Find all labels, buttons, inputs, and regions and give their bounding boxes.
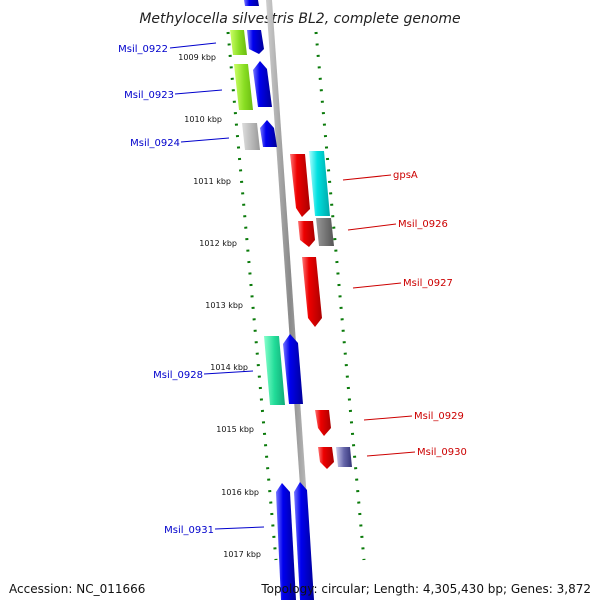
accession-label: Accession: NC_011666 (9, 582, 146, 596)
kbp-tick-label: 1012 kbp (199, 239, 237, 248)
right-ruler (314, 31, 366, 561)
gene-label-group[interactable]: Msil_0929 (363, 411, 464, 422)
kbp-tick-label: 1013 kbp (205, 301, 243, 310)
gene-arrow-Msil_0923[interactable] (234, 64, 253, 110)
gene-arrow-Msil_0923-partner[interactable] (253, 61, 272, 107)
gene-label-group[interactable]: Msil_0922 (118, 42, 217, 55)
gene-label-Msil_0928[interactable]: Msil_0928 (153, 370, 203, 381)
gene-arrow-Msil_0924-partner[interactable] (260, 120, 277, 147)
gene-label-gpsA[interactable]: gpsA (393, 170, 418, 181)
gene-label-Msil_0927[interactable]: Msil_0927 (403, 278, 453, 289)
gene-label-Msil_0930[interactable]: Msil_0930 (417, 447, 467, 458)
gene-label-group[interactable]: Msil_0931 (164, 525, 265, 536)
kbp-tick-label: 1009 kbp (178, 53, 216, 62)
kbp-tick-label: 1016 kbp (221, 488, 259, 497)
gene-label-group[interactable]: Msil_0927 (352, 278, 453, 289)
left-ruler (226, 31, 278, 561)
genome-summary: Topology: circular; Length: 4,305,430 bp… (261, 582, 591, 596)
genome-backbone (266, 0, 314, 600)
kbp-tick-label: 1015 kbp (216, 425, 254, 434)
gene-arrow-Msil_0931-partner[interactable] (294, 482, 314, 600)
kbp-tick-label: 1011 kbp (193, 177, 231, 186)
gene-label-group[interactable]: Msil_0930 (366, 447, 467, 458)
gene-label-Msil_0931[interactable]: Msil_0931 (164, 525, 214, 536)
gene-arrow-Msil_0928-partner[interactable] (283, 334, 303, 404)
gene-arrow-Msil_0931[interactable] (276, 483, 296, 600)
gene-arrow-Msil_0929[interactable] (315, 410, 331, 436)
kbp-tick-label: 1014 kbp (210, 363, 248, 372)
gene-label-Msil_0923[interactable]: Msil_0923 (124, 90, 174, 101)
gene-label-group[interactable]: Msil_0928 (153, 370, 254, 381)
gene-label-Msil_0924[interactable]: Msil_0924 (130, 138, 180, 149)
gene-arrow-Msil_0930[interactable] (318, 447, 334, 469)
gene-label-Msil_0926[interactable]: Msil_0926 (398, 219, 448, 230)
gene-arrow-Msil_0922-partner[interactable] (247, 30, 264, 54)
gene-arrow-top-partial (244, 0, 259, 6)
gene-arrow-Msil_0927[interactable] (302, 257, 322, 327)
gene-label-group[interactable]: Msil_0923 (124, 89, 223, 101)
gene-arrow-Msil_0924[interactable] (242, 123, 260, 150)
gene-arrow-Msil_0926-partner[interactable] (316, 218, 334, 246)
gene-label-Msil_0929[interactable]: Msil_0929 (414, 411, 464, 422)
gene-arrow-Msil_0926[interactable] (298, 221, 315, 247)
kbp-tick-label: 1010 kbp (184, 115, 222, 124)
gene-arrow-Msil_0922[interactable] (230, 30, 247, 55)
kbp-tick-label: 1017 kbp (223, 550, 261, 559)
gene-label-Msil_0922[interactable]: Msil_0922 (118, 44, 168, 55)
gene-arrow-Msil_0930-partner[interactable] (336, 447, 352, 467)
gene-label-group[interactable]: Msil_0926 (347, 219, 448, 231)
gene-label-group[interactable]: gpsA (342, 170, 418, 181)
genome-title: Methylocella silvestris BL2, complete ge… (139, 11, 460, 27)
gene-label-group[interactable]: Msil_0924 (130, 137, 230, 149)
gene-arrow-gpsA[interactable] (290, 154, 310, 217)
gene-arrow-gpsA-partner[interactable] (309, 151, 330, 216)
gene-arrow-Msil_0928[interactable] (264, 336, 285, 405)
